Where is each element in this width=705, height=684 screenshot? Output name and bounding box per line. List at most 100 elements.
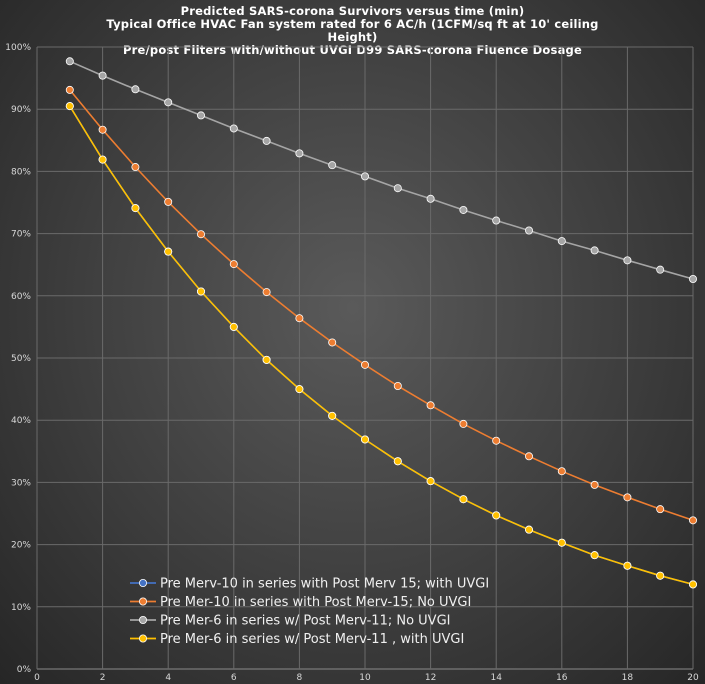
x-tick-label: 4 xyxy=(165,673,171,683)
data-point xyxy=(328,338,337,347)
data-point xyxy=(65,85,74,94)
data-point xyxy=(328,161,337,170)
data-point xyxy=(689,580,698,589)
y-tick-label: 100% xyxy=(5,43,31,53)
data-point xyxy=(229,124,238,133)
data-point xyxy=(525,525,534,534)
data-point xyxy=(131,163,140,172)
legend: Pre Merv-10 in series with Post Merv 15;… xyxy=(130,577,489,647)
series-line xyxy=(69,60,694,280)
x-tick-label: 2 xyxy=(100,673,106,683)
legend-marker xyxy=(138,616,147,625)
legend-entry: Pre Merv-10 in series with Post Merv 15;… xyxy=(160,577,489,592)
y-tick-label: 20% xyxy=(11,541,31,551)
legend-marker xyxy=(138,634,147,643)
data-point xyxy=(295,314,304,323)
data-point xyxy=(689,516,698,525)
data-point xyxy=(131,85,140,94)
data-point xyxy=(164,98,173,107)
data-point xyxy=(131,204,140,213)
data-point xyxy=(393,457,402,466)
data-point xyxy=(459,495,468,504)
data-point xyxy=(689,275,698,284)
data-point xyxy=(557,538,566,547)
data-point xyxy=(426,194,435,203)
data-point xyxy=(98,125,107,134)
data-point xyxy=(164,197,173,206)
y-tick-label: 80% xyxy=(11,167,31,177)
data-point xyxy=(492,511,501,520)
y-tick-label: 40% xyxy=(11,416,31,426)
y-tick-label: 50% xyxy=(11,354,31,364)
title-line-2: Typical Office HVAC Fan system rated for… xyxy=(106,17,599,31)
series-line xyxy=(69,105,694,586)
data-point xyxy=(623,493,632,502)
x-axis: 0 2 4 6 8 10 12 14 16 18 20 xyxy=(34,673,699,683)
data-point xyxy=(590,246,599,255)
data-point xyxy=(557,467,566,476)
data-point xyxy=(393,184,402,193)
data-point xyxy=(98,71,107,80)
data-point xyxy=(525,226,534,235)
legend-marker xyxy=(138,579,147,588)
data-point xyxy=(426,477,435,486)
data-point xyxy=(65,102,74,111)
data-point xyxy=(459,205,468,214)
x-tick-label: 14 xyxy=(490,673,502,683)
data-point xyxy=(262,288,271,297)
data-point xyxy=(590,480,599,489)
x-tick-label: 20 xyxy=(687,673,699,683)
data-point xyxy=(295,149,304,158)
legend-entry: Pre Mer-10 in series with Post Merv-15; … xyxy=(160,595,471,610)
legend-entry: Pre Mer-6 in series w/ Post Merv-11 , wi… xyxy=(160,632,464,647)
data-point xyxy=(328,411,337,420)
data-point xyxy=(623,256,632,265)
x-tick-label: 10 xyxy=(359,673,371,683)
data-point xyxy=(360,172,369,181)
y-tick-label: 30% xyxy=(11,478,31,488)
data-point xyxy=(360,435,369,444)
data-point xyxy=(229,260,238,269)
data-point xyxy=(492,436,501,445)
x-tick-label: 8 xyxy=(297,673,303,683)
legend-entry: Pre Mer-6 in series w/ Post Merv-11; No … xyxy=(160,614,451,629)
data-point xyxy=(196,287,205,296)
data-point xyxy=(656,571,665,580)
data-point xyxy=(295,385,304,394)
data-point xyxy=(492,216,501,225)
data-point xyxy=(164,247,173,256)
data-point xyxy=(196,111,205,120)
title-line-3: Height) xyxy=(327,30,378,44)
data-point xyxy=(65,57,74,66)
data-point xyxy=(360,360,369,369)
x-tick-label: 18 xyxy=(622,673,634,683)
x-tick-label: 12 xyxy=(425,673,436,683)
data-point xyxy=(262,355,271,364)
data-point xyxy=(229,322,238,331)
data-point xyxy=(459,419,468,428)
series-layer xyxy=(65,57,698,589)
y-tick-label: 60% xyxy=(11,292,31,302)
data-point xyxy=(656,265,665,274)
data-point xyxy=(525,452,534,461)
x-tick-label: 16 xyxy=(556,673,568,683)
series-line xyxy=(69,89,694,522)
x-tick-label: 0 xyxy=(34,673,40,683)
data-point xyxy=(98,155,107,164)
data-point xyxy=(590,551,599,560)
y-tick-label: 10% xyxy=(11,603,31,613)
legend-marker xyxy=(138,597,147,606)
x-tick-label: 6 xyxy=(231,673,237,683)
title-line-1: Predicted SARS-corona Survivors versus t… xyxy=(180,4,525,18)
data-point xyxy=(557,237,566,246)
data-point xyxy=(623,561,632,570)
y-tick-label: 0% xyxy=(17,665,32,675)
data-point xyxy=(426,401,435,410)
series-line xyxy=(69,105,694,586)
y-axis: 0% 10% 20% 30% 40% 50% 60% 70% 80% 90% 100% xyxy=(5,43,31,675)
data-point xyxy=(393,381,402,390)
data-point xyxy=(196,230,205,239)
data-point xyxy=(656,505,665,514)
data-point xyxy=(262,136,271,145)
